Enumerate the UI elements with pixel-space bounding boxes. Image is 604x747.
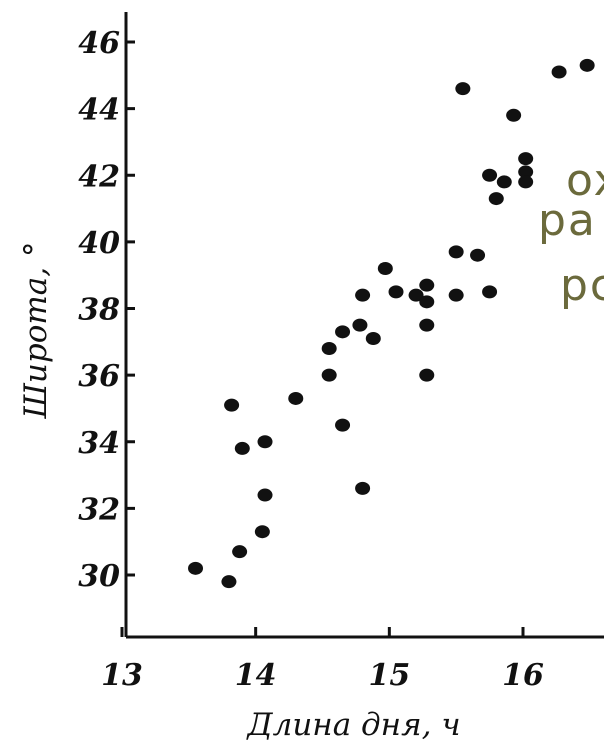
data-point — [321, 368, 337, 382]
x-ticks: 13 14 15 16 — [101, 627, 544, 693]
data-point — [408, 288, 424, 302]
data-point — [224, 398, 240, 412]
y-tick-label: 30 — [78, 559, 120, 594]
data-point — [365, 331, 381, 345]
y-tick-label: 34 — [78, 426, 120, 461]
overlay-line-3: pc — [560, 260, 604, 311]
data-point — [470, 248, 486, 262]
x-tick-label: 15 — [368, 658, 410, 693]
data-point — [419, 368, 435, 382]
data-point — [482, 285, 498, 299]
data-point — [496, 175, 512, 189]
data-point — [388, 285, 404, 299]
data-point — [419, 318, 435, 332]
data-point — [352, 318, 368, 332]
data-point — [482, 168, 498, 182]
data-point — [355, 288, 371, 302]
x-tick-label: 16 — [502, 658, 544, 693]
y-tick-label: 36 — [78, 359, 120, 394]
data-point — [518, 165, 534, 179]
data-point — [377, 262, 393, 276]
data-point — [335, 325, 351, 339]
overlay-line-2: pa — [538, 195, 597, 246]
data-point — [448, 245, 464, 259]
x-axis-title: Длина дня, ч — [245, 707, 460, 743]
y-tick-label: 38 — [78, 293, 120, 328]
data-points — [188, 58, 595, 589]
data-point — [254, 525, 270, 539]
x-tick-label: 13 — [101, 658, 143, 693]
data-point — [506, 108, 522, 122]
data-point — [257, 488, 273, 502]
data-point — [488, 192, 504, 206]
y-tick-label: 40 — [78, 226, 120, 261]
data-point — [448, 288, 464, 302]
data-point — [518, 175, 534, 189]
y-ticks: 30 32 34 36 38 40 42 44 46 — [78, 26, 135, 594]
data-point — [419, 278, 435, 292]
y-tick-label: 44 — [78, 93, 120, 128]
y-tick-label: 32 — [78, 492, 120, 527]
data-point — [419, 295, 435, 309]
data-point — [518, 152, 534, 166]
y-tick-label: 42 — [78, 159, 120, 194]
data-point — [288, 391, 304, 405]
data-point — [551, 65, 567, 79]
overlay-text: ox pa pc — [538, 155, 604, 311]
data-point — [321, 341, 337, 355]
data-point — [188, 561, 204, 575]
data-point — [232, 545, 248, 559]
y-tick-label: 46 — [78, 26, 120, 61]
y-axis-title: Широта, ° — [18, 242, 54, 420]
data-point — [579, 58, 595, 72]
data-point — [355, 481, 371, 495]
data-point — [335, 418, 351, 432]
x-tick-label: 14 — [235, 658, 277, 693]
data-point — [455, 82, 471, 96]
data-point — [221, 575, 237, 589]
overlay-line-1: ox — [566, 155, 604, 206]
data-point — [234, 441, 250, 455]
data-point — [257, 435, 273, 449]
